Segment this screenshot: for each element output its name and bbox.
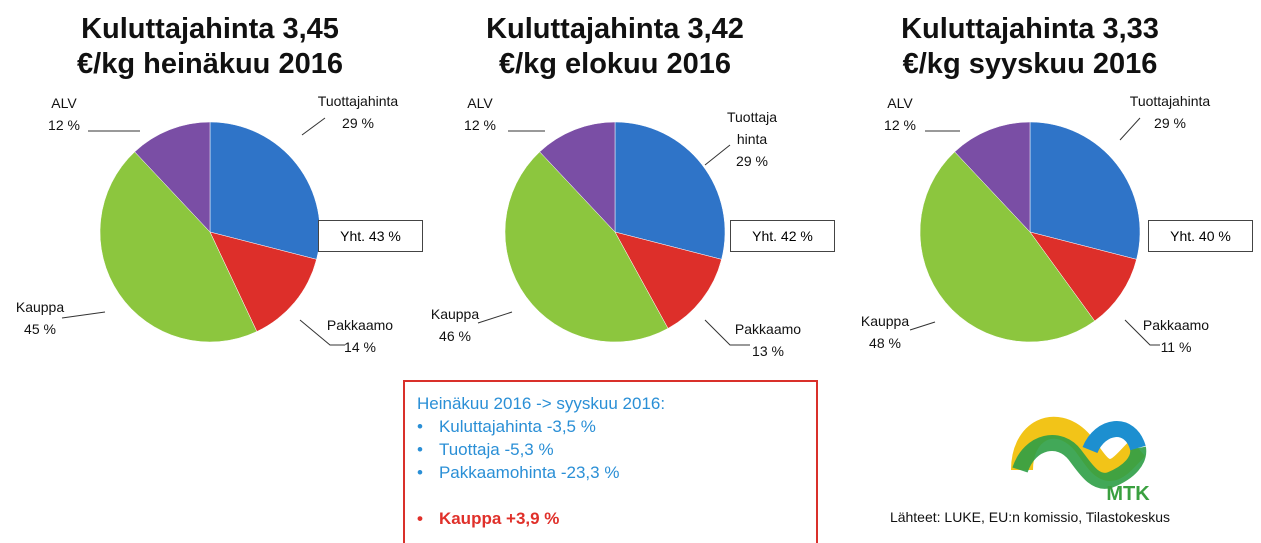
- slice-name: Kauppa: [15, 299, 65, 315]
- slice-label: Tuottaja hinta 29 %: [727, 106, 777, 172]
- pie-slice: [614, 121, 726, 260]
- slice-name: ALV: [467, 95, 493, 111]
- slice-name: Tuottajahinta: [317, 93, 399, 109]
- pie-slice: [919, 151, 1096, 343]
- slice-value: 13 %: [752, 343, 784, 359]
- chart-title: Kuluttajahinta 3,42 €/kg elokuu 2016: [405, 12, 825, 82]
- slice-value: 12 %: [884, 117, 916, 133]
- summary-item: Tuottaja -5,3 %: [417, 438, 804, 461]
- chart-title-line: Kuluttajahinta 3,45: [81, 13, 339, 45]
- logo-text: MTK: [1106, 483, 1150, 505]
- slice-value: 48 %: [869, 335, 901, 351]
- slice-value: 14 %: [344, 339, 376, 355]
- slice-name: ALV: [51, 95, 77, 111]
- slice-value: 12 %: [48, 117, 80, 133]
- annotation: Yht. 40 %: [1148, 220, 1253, 252]
- slice-value: 45 %: [24, 321, 56, 337]
- slice-label: Pakkaamo 14 %: [327, 314, 393, 358]
- slice-name: Pakkaamo: [1142, 317, 1210, 333]
- pie-slice: [1029, 121, 1141, 260]
- chart-title-line: Kuluttajahinta 3,33: [901, 13, 1159, 45]
- logo-mark: [1011, 416, 1147, 489]
- slice-label: Pakkaamo 11 %: [1143, 314, 1209, 358]
- slice-name: Tuottajahinta: [1129, 93, 1211, 109]
- summary-list: Kauppa +3,9 %: [417, 507, 804, 530]
- leader-line: [299, 319, 345, 346]
- leader-line: [909, 321, 936, 331]
- annotation: Yht. 43 %: [318, 220, 423, 252]
- slice-value: 29 %: [1154, 115, 1186, 131]
- slice-name: Tuottaja hinta: [726, 109, 778, 147]
- pie-slice: [209, 231, 317, 332]
- chart-title-line: €/kg heinäkuu 2016: [77, 48, 343, 80]
- pie-slice: [504, 151, 669, 343]
- leader-line: [704, 144, 731, 166]
- slice-value: 12 %: [464, 117, 496, 133]
- slice-label: ALV 12 %: [48, 92, 80, 136]
- slice-value: 29 %: [736, 153, 768, 169]
- slice-name: Kauppa: [430, 306, 480, 322]
- annotation: Yht. 42 %: [730, 220, 835, 252]
- slice-label: Kauppa 46 %: [431, 303, 479, 347]
- leader-line: [61, 311, 106, 319]
- sources: Lähteet: LUKE, EU:n komissio, Tilastokes…: [890, 509, 1170, 525]
- pie-slice: [99, 151, 258, 343]
- pie-slice: [134, 121, 211, 233]
- slice-value: 46 %: [439, 328, 471, 344]
- pie-slice: [954, 121, 1031, 233]
- chart-title-line: €/kg elokuu 2016: [498, 48, 732, 80]
- slice-value: 29 %: [342, 115, 374, 131]
- slice-label: Tuottajahinta 29 %: [1130, 90, 1210, 134]
- slice-name: Kauppa: [860, 313, 910, 329]
- pie-slice: [614, 231, 722, 329]
- chart-title: Kuluttajahinta 3,33 €/kg syyskuu 2016: [820, 12, 1240, 82]
- slice-label: Kauppa 45 %: [16, 296, 64, 340]
- slice-name: ALV: [887, 95, 913, 111]
- leader-line: [704, 319, 750, 346]
- chart-title: Kuluttajahinta 3,45 €/kg heinäkuu 2016: [0, 12, 420, 82]
- summary-box: Heinäkuu 2016 -> syyskuu 2016: Kuluttaja…: [403, 380, 818, 543]
- pie-slice: [539, 121, 616, 233]
- leader-line: [477, 311, 513, 324]
- slice-name: Pakkaamo: [326, 317, 394, 333]
- slice-label: Pakkaamo 13 %: [735, 318, 801, 362]
- summary-heading: Heinäkuu 2016 -> syyskuu 2016:: [417, 394, 666, 413]
- summary-highlight: Kauppa +3,9 %: [417, 507, 804, 530]
- slice-label: Tuottajahinta 29 %: [318, 90, 398, 134]
- slice-label: Kauppa 48 %: [861, 310, 909, 354]
- pie-slice: [1029, 231, 1137, 322]
- leader-line: [301, 117, 326, 136]
- summary-item: Kuluttajahinta -3,5 %: [417, 415, 804, 438]
- summary-item: Pakkaamohinta -23,3 %: [417, 461, 804, 484]
- leader-line: [1124, 319, 1160, 346]
- summary-list: Kuluttajahinta -3,5 % Tuottaja -5,3 % Pa…: [417, 415, 804, 484]
- slice-value: 11 %: [1160, 339, 1192, 355]
- chart-title-line: Kuluttajahinta 3,42: [486, 13, 744, 45]
- slice-label: ALV 12 %: [464, 92, 496, 136]
- leader-line: [1119, 117, 1141, 141]
- slice-name: Pakkaamo: [734, 321, 802, 337]
- slice-label: ALV 12 %: [884, 92, 916, 136]
- chart-title-line: €/kg syyskuu 2016: [902, 48, 1158, 80]
